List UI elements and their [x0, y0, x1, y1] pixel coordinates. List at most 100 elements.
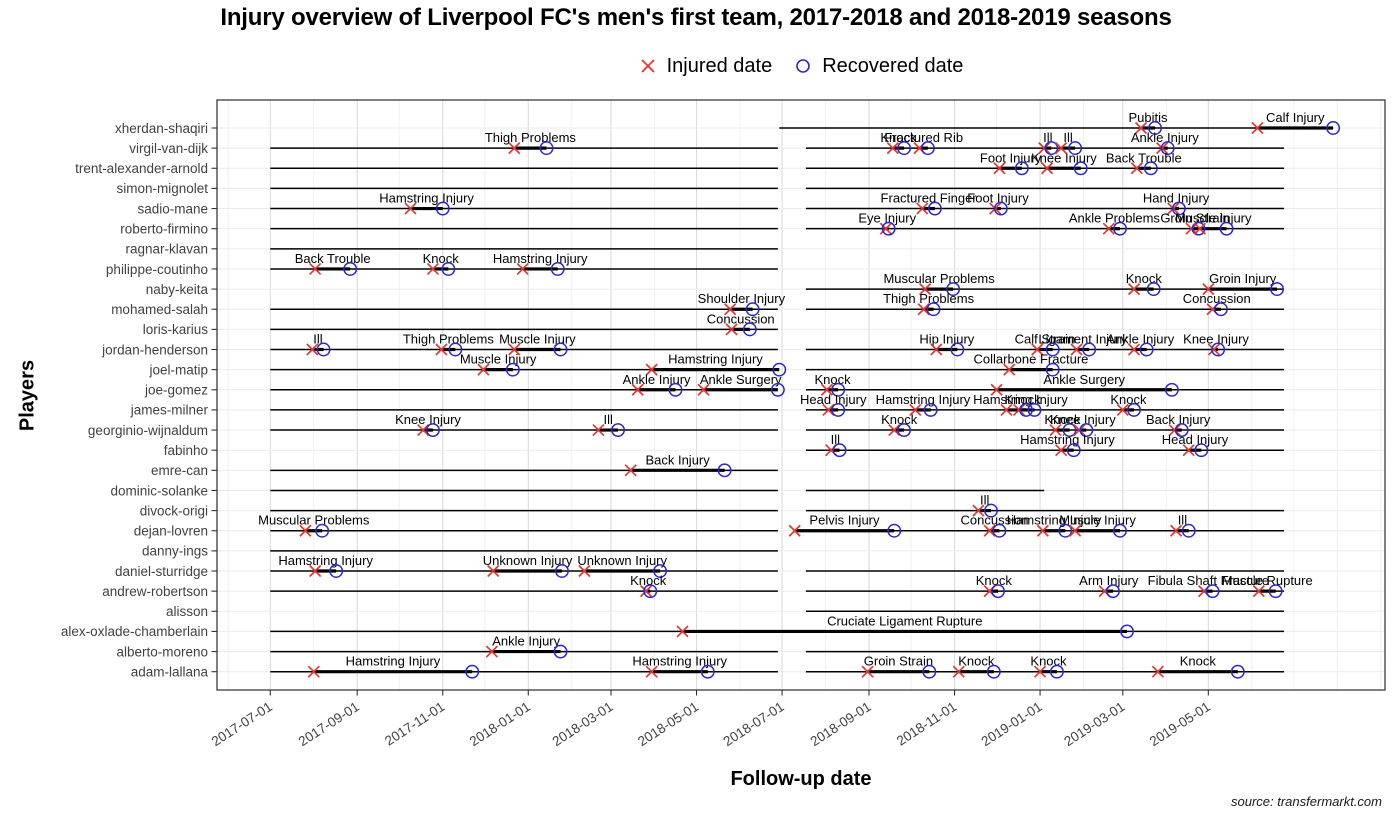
injured-x-stroke — [1012, 403, 1026, 417]
recovered-marker — [993, 201, 1008, 216]
injury-label: Collarbone Fracture — [974, 352, 1089, 367]
recovered-marker — [927, 201, 942, 216]
injured-x-stroke — [578, 564, 591, 578]
injured-marker — [1182, 444, 1195, 457]
y-tick-label: andrew-robertson — [102, 584, 208, 599]
injured-x-stroke — [631, 383, 644, 396]
recovered-marker — [1181, 523, 1196, 538]
injury-label: Calf Injury — [1266, 110, 1325, 125]
injury-label: Ankle Injury — [492, 634, 560, 649]
x-tick-label: 2019-01-01 — [979, 699, 1045, 749]
x-axis-title: Follow-up date — [730, 768, 872, 790]
injured-x-stroke — [888, 423, 901, 437]
injured-marker — [578, 564, 591, 578]
recovered-marker — [1073, 161, 1088, 176]
y-tick-label: roberto-firmino — [120, 221, 208, 236]
recovered-marker — [950, 342, 965, 357]
injury-label: Hand Injury — [1143, 191, 1210, 206]
injury-label: Groin Strain — [1160, 211, 1229, 226]
player-row-philippe-coutinho: Back Trouble Knock Hamstring Injury — [270, 251, 778, 276]
injured-x-stroke — [487, 564, 500, 578]
injury-label: Head Injury — [800, 392, 867, 407]
injured-x-stroke — [299, 524, 312, 537]
injury-label: Concussion — [961, 513, 1029, 528]
y-tick-label: james-milner — [130, 403, 209, 418]
injury-label: Foot Injury — [980, 150, 1042, 165]
player-row-naby-keita: Muscular Problems Knock Groin Injury — [805, 271, 1285, 297]
injured-marker — [299, 524, 312, 537]
legend-recovered-label: Recovered date — [822, 54, 964, 77]
recovered-marker — [1045, 362, 1060, 377]
y-tick-label: joe-gomez — [144, 383, 208, 398]
x-tick-label: 2019-03-01 — [1061, 699, 1127, 749]
recovered-marker — [465, 664, 480, 679]
injured-marker — [918, 282, 932, 296]
injured-x-stroke — [886, 142, 899, 155]
injured-x-stroke — [508, 343, 521, 356]
injured-x-stroke — [624, 464, 637, 477]
y-tick-label: mohamed-salah — [111, 302, 208, 317]
recovered-marker — [611, 423, 625, 438]
injured-marker — [1040, 162, 1054, 175]
injured-marker — [516, 262, 529, 276]
recovered-marker — [1113, 221, 1127, 236]
recovered-marker — [1143, 161, 1158, 176]
injury-label: Ill — [1043, 130, 1053, 145]
y-tick-label: loris-karius — [143, 322, 209, 337]
injury-label: Ligament Injury — [1038, 332, 1127, 347]
injured-marker — [993, 162, 1006, 175]
injured-x-stroke — [788, 524, 801, 537]
recovered-marker — [1027, 402, 1042, 417]
recovered-marker — [425, 423, 440, 438]
injured-marker — [1251, 121, 1264, 135]
recovered-marker — [946, 282, 961, 297]
injured-x-stroke — [1251, 121, 1264, 135]
injured-x-stroke — [1169, 524, 1183, 537]
injured-x-stroke — [309, 262, 322, 276]
injury-label: Back Injury — [645, 452, 710, 467]
x-tick-label: 2017-07-01 — [209, 699, 275, 749]
injured-marker — [909, 403, 922, 417]
injury-label: Knee Injury — [1050, 412, 1116, 427]
injured-marker — [592, 423, 605, 437]
injury-label: Muscular Problems — [883, 271, 995, 286]
injured-x-stroke — [1193, 222, 1207, 235]
y-tick-label: alex-oxlade-chamberlain — [61, 624, 208, 639]
x-tick-label: 2017-11-01 — [382, 699, 447, 749]
player-row-fabinho: Ill Hamstring Injury Head Injury — [805, 432, 1285, 458]
injured-marker — [645, 665, 658, 678]
player-row-divock-origi: Ill — [270, 493, 1285, 518]
injured-marker — [1031, 343, 1044, 356]
player-row-alberto-moreno: Ankle Injury — [270, 634, 1285, 659]
injury-label: Knock — [1110, 392, 1147, 407]
recovered-marker — [441, 262, 456, 276]
injured-marker — [309, 262, 322, 276]
injured-x-stroke — [725, 323, 738, 336]
injury-label: Hamstring Injury — [668, 352, 763, 367]
injured-marker — [1012, 403, 1026, 417]
recovered-marker — [329, 564, 344, 578]
recovered-marker — [1164, 382, 1179, 397]
injured-marker — [1193, 222, 1207, 235]
injured-x-stroke — [1040, 162, 1054, 175]
injured-x-stroke — [917, 303, 930, 316]
injured-x-stroke — [1207, 343, 1221, 356]
injured-marker — [1038, 142, 1051, 155]
injury-label: Cruciate Ligament Rupture — [827, 613, 982, 628]
recovered-marker — [700, 664, 715, 679]
injured-marker — [1036, 524, 1049, 537]
injured-marker — [1202, 282, 1215, 296]
recovered-marker — [772, 362, 787, 377]
recovered-marker — [1106, 584, 1120, 599]
recovered-marker — [553, 644, 568, 659]
recovered-marker — [986, 664, 1001, 679]
injury-label: Ankle Surgery — [1043, 372, 1125, 387]
x-tick-label: 2018-07-01 — [721, 699, 787, 749]
recovered-marker — [1270, 282, 1284, 297]
injured-x-stroke — [1202, 282, 1215, 296]
recovered-marker — [1211, 342, 1226, 357]
injury-label: Thigh Problems — [403, 332, 495, 347]
recovered-marker — [1120, 624, 1134, 639]
injury-label: Knock — [958, 654, 995, 669]
